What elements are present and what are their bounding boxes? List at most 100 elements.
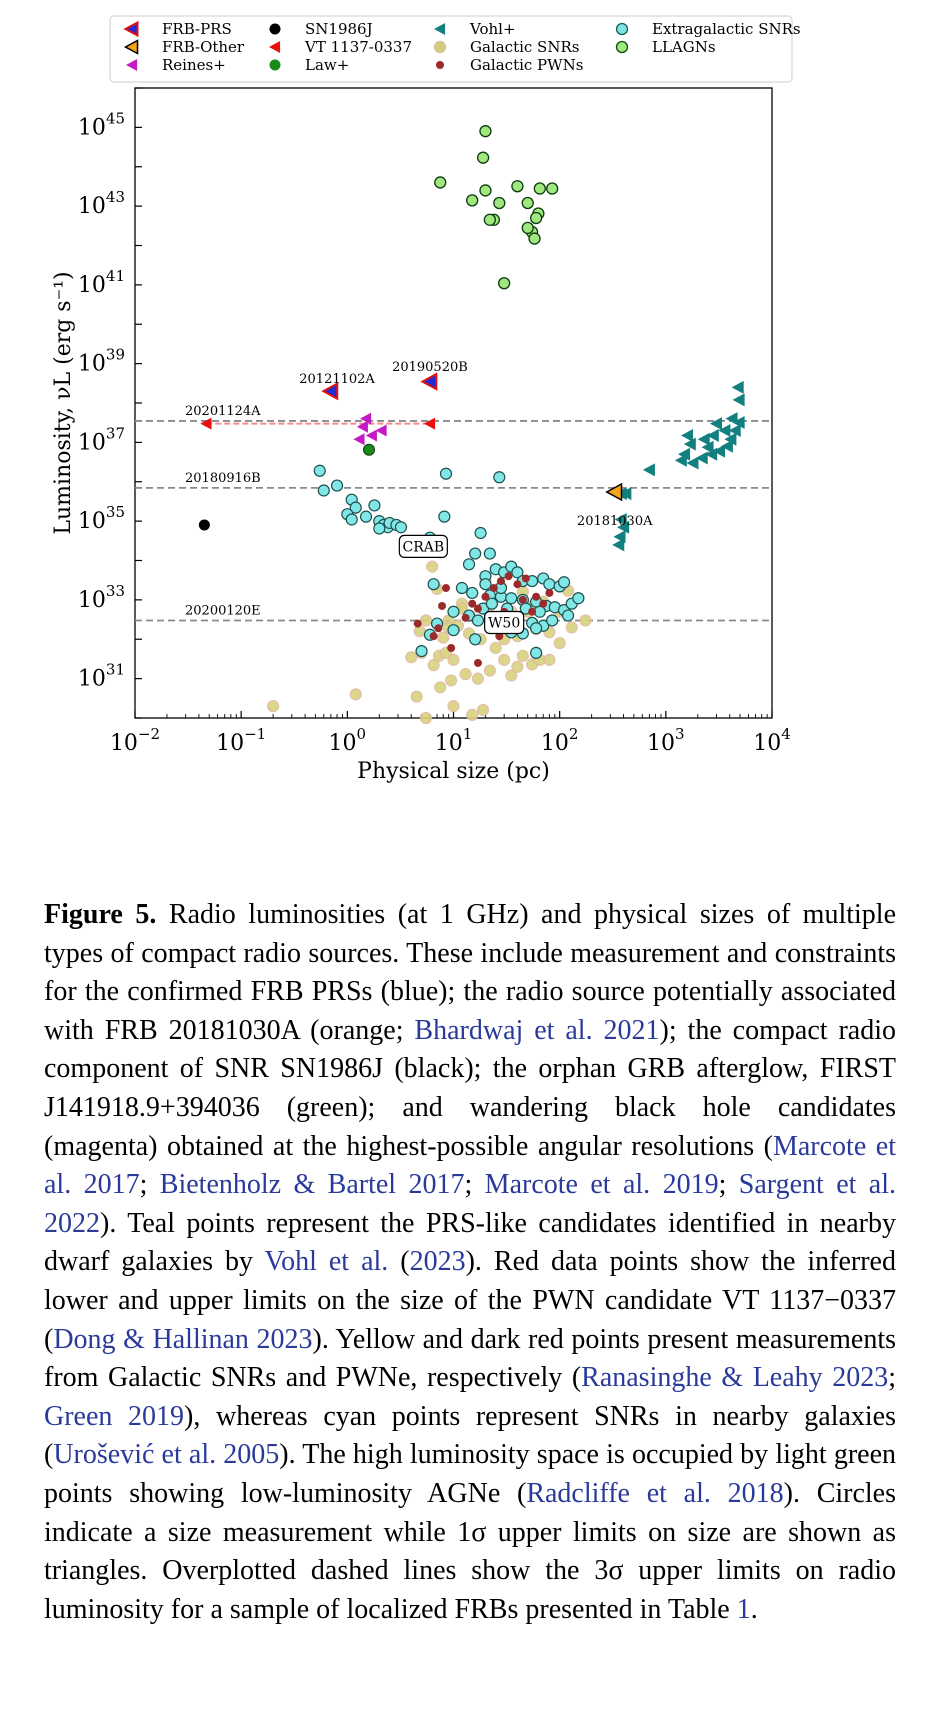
legend: FRB-PRS SN1986J Vohl+ Extragalactic SNRs FRB… [109,15,801,83]
citation-link[interactable]: Urošević et al. 2005 [53,1439,280,1471]
extragalactic-snr-point [330,479,344,492]
citation-link[interactable]: Vohl et al. [264,1246,389,1278]
caption-text: ), whereas cyan points represent SNRs in… [44,1400,897,1471]
y-tick-base: 10 [78,588,106,613]
extragalactic-snr-point [483,547,496,560]
x-tick-exp: 1 [463,725,473,743]
legend-label: Reines+ [162,56,226,74]
vt1137-point [423,417,436,430]
vohl-point [732,393,745,407]
llagn-point [479,184,492,197]
x-tick-label: 104 [753,725,791,756]
y-tick-base: 10 [78,430,106,455]
citation-link[interactable]: Bhardwaj et al. 2021 [414,1014,660,1046]
citation-link[interactable]: Dong & Hallinan 2023 [53,1323,313,1355]
frb-annotation: 20121102A [299,372,375,387]
source-annotation: CRAB [403,539,445,555]
y-tick-label: 1035 [78,503,125,534]
y-tick-label: 1041 [78,267,125,298]
citation-link[interactable]: Marcote et al. 2019 [484,1169,719,1201]
galactic-snr-point [565,621,578,634]
citation-link[interactable]: Bietenholz & Bartel 2017 [159,1169,465,1201]
extragalactic-snr-point [572,592,585,605]
extragalactic-snr-point [561,609,575,622]
frb-prs-point [420,372,438,391]
legend-label: SN1986J [305,20,373,38]
galactic-snr-point [427,659,440,672]
citation-link[interactable]: Sargent et al. 2022 [44,1169,897,1239]
x-tick-base: 10 [435,731,463,756]
vohl-point [614,512,627,526]
caption-text: ). Yellow and dark red points present me… [44,1323,896,1394]
y-tick-exp: 45 [106,109,125,127]
extragalactic-snr-point [427,578,440,591]
vohl-point [681,428,694,442]
vohl-point [725,412,738,426]
citation-link[interactable]: Green 2019 [44,1400,185,1432]
llagn-point [521,196,534,210]
galactic-snr-point [553,636,566,650]
llagn-point [529,211,543,225]
vohl-point [642,463,655,477]
vohl-point [718,424,731,438]
extragalactic-snr-point [471,614,485,627]
galactic-pwn-point [413,619,422,628]
extragalactic-snr-point [466,586,479,600]
caption-text: ). Teal points represent the PRS-like ca… [44,1207,896,1278]
legend-marker [434,23,446,35]
y-tick-label: 1031 [78,661,125,692]
y-tick-exp: 41 [106,267,125,285]
x-tick-label: 101 [435,725,473,756]
extragalactic-snr-point [439,467,453,480]
galactic-snr-point [498,653,511,666]
y-tick-exp: 35 [106,503,125,521]
galactic-snr-point [413,625,426,638]
legend-label: Extragalactic SNRs [652,20,801,38]
galactic-snr-point [349,688,362,701]
caption-text: Radio luminosities (at 1 GHz) and physic… [44,899,897,1046]
x-tick-label: 10−1 [216,725,266,756]
galactic-pwn-point [521,574,530,583]
extragalactic-snr-point [349,501,362,514]
extragalactic-snr-point [493,471,506,484]
x-tick-exp: 4 [781,725,791,743]
extragalactic-snr-point [485,597,499,610]
x-tick-label: 100 [329,725,367,756]
x-tick-exp: 0 [357,725,367,743]
caption-text: ). Circles indicate a size measurement w… [44,1477,897,1625]
vohl-point [731,380,744,394]
vohl-point [697,432,710,446]
x-tick-base: 10 [647,731,675,756]
galactic-snr-point [471,672,485,685]
vohl-point [619,487,632,501]
galactic-snr-point [459,668,472,681]
llagn-point [479,125,492,138]
extragalactic-snr-point [462,558,476,571]
frb-annotation: 20181030A [577,514,653,529]
vohl-point [705,447,718,461]
x-tick-exp: −2 [138,725,160,743]
extragalactic-snr-point [394,521,408,534]
galactic-pwn-point [532,592,541,601]
annotation-box [484,610,525,635]
citation-link[interactable]: Radcliffe et al. 2018 [526,1477,784,1509]
vohl-point [678,447,691,461]
x-tick-base: 10 [110,731,138,756]
citation-link[interactable]: 1 [736,1593,751,1625]
galactic-pwn-point [447,643,456,652]
extragalactic-snr-point [455,581,469,595]
law-point [363,443,376,456]
extragalactic-snr-point [447,605,460,618]
citation-link[interactable]: Marcote et al. 2017 [44,1130,896,1201]
legend-label: Galactic SNRs [470,38,579,56]
vohl-point [674,453,687,467]
legend-marker [269,23,281,35]
caption-text: ). Red data points show the inferred low… [44,1246,896,1355]
figure-5: 10−2 10−1 100 101 102 103 104 1031 1033 1035 1037 1… [51,15,801,784]
annotation-box [398,534,448,558]
vohl-point [612,538,625,552]
legend-label: FRB-PRS [162,20,232,38]
y-tick-base: 10 [78,115,106,140]
citation-link[interactable]: 2023 [409,1246,466,1278]
citation-link[interactable]: Ranasinghe & Leahy 2023 [581,1362,889,1394]
